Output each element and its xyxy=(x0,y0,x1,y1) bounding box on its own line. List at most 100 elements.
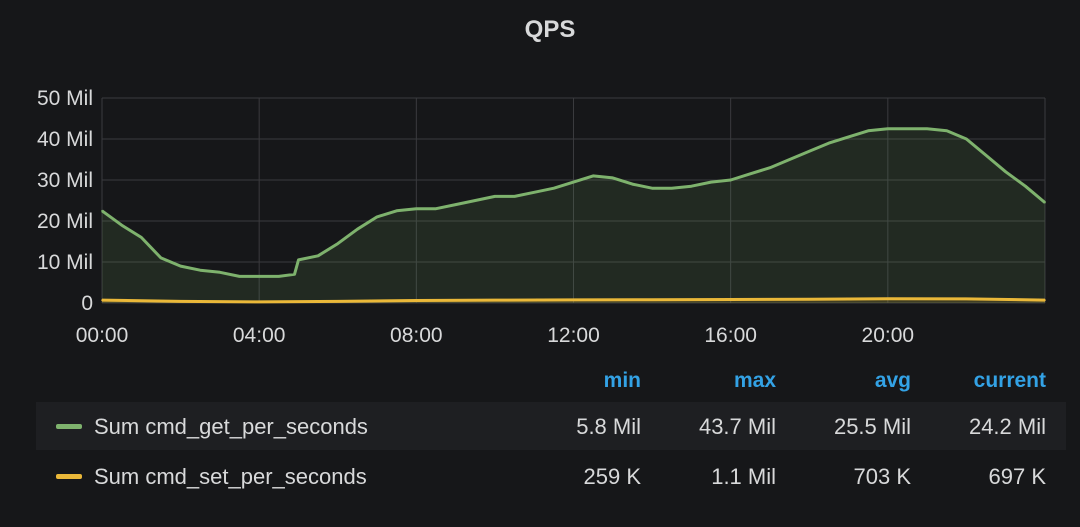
data-point-0 xyxy=(828,142,830,144)
stat-max-set: 1.1 Mil xyxy=(711,464,776,489)
data-point-0 xyxy=(1004,171,1007,173)
data-point-0 xyxy=(337,242,339,245)
data-point-0 xyxy=(376,216,378,218)
data-point-1 xyxy=(179,300,182,303)
legend-header-avg[interactable]: avg xyxy=(874,369,911,392)
data-point-0 xyxy=(906,128,909,130)
series-name-set[interactable]: Sum cmd_set_per_seconds xyxy=(94,464,367,489)
legend-header-min[interactable]: min xyxy=(603,369,641,392)
data-point-1 xyxy=(415,299,418,302)
data-point-0 xyxy=(435,207,437,210)
data-point-0 xyxy=(867,130,869,132)
y-tick-label: 0 xyxy=(81,292,93,315)
x-tick-label: 20:00 xyxy=(862,324,915,347)
data-point-0 xyxy=(474,199,477,202)
data-point-1 xyxy=(572,299,575,301)
data-point-0 xyxy=(710,181,712,183)
data-point-0 xyxy=(808,150,811,153)
stat-avg-set: 703 K xyxy=(853,464,912,489)
data-point-1 xyxy=(494,299,496,301)
legend-header-current[interactable]: current xyxy=(973,369,1046,392)
legend-header: min max avg current xyxy=(36,364,1066,400)
data-point-0 xyxy=(592,175,594,177)
data-point-0 xyxy=(513,195,516,198)
data-point-1 xyxy=(808,298,811,301)
stat-max-get: 43.7 Mil xyxy=(698,414,776,439)
series-area-0 xyxy=(102,128,1045,303)
data-point-1 xyxy=(258,301,261,303)
x-tick-label: 00:00 xyxy=(76,324,129,347)
data-point-1 xyxy=(337,300,339,303)
data-point-0 xyxy=(120,224,123,226)
data-point-0 xyxy=(219,271,221,274)
x-tick-label: 08:00 xyxy=(390,324,443,347)
data-point-0 xyxy=(985,154,987,157)
stat-current-get: 24.2 Mil xyxy=(968,414,1046,439)
data-point-0 xyxy=(258,275,261,278)
data-point-1 xyxy=(965,298,968,300)
data-point-0 xyxy=(140,236,143,239)
data-point-0 xyxy=(631,183,634,185)
data-point-0 xyxy=(729,179,732,181)
data-point-0 xyxy=(1044,201,1046,204)
data-point-0 xyxy=(651,187,653,189)
series-name-get[interactable]: Sum cmd_get_per_seconds xyxy=(94,414,368,439)
data-point-0 xyxy=(965,138,968,140)
series-swatch-get xyxy=(56,424,82,429)
data-point-0 xyxy=(690,185,693,187)
data-point-0 xyxy=(356,228,359,230)
stat-min-get: 5.8 Mil xyxy=(576,414,641,439)
y-tick-label: 50 Mil xyxy=(37,87,93,110)
data-point-0 xyxy=(572,181,575,183)
x-tick-label: 16:00 xyxy=(704,324,757,347)
data-point-0 xyxy=(788,158,791,161)
data-point-0 xyxy=(847,136,850,138)
stat-avg-get: 25.5 Mil xyxy=(833,414,911,439)
data-point-0 xyxy=(454,203,457,206)
data-point-0 xyxy=(670,187,673,189)
data-point-1 xyxy=(101,299,103,301)
data-point-0 xyxy=(926,128,928,130)
y-tick-label: 10 Mil xyxy=(37,251,93,274)
legend-row-get[interactable]: Sum cmd_get_per_seconds 5.8 Mil 43.7 Mil… xyxy=(36,402,1066,450)
data-point-0 xyxy=(317,255,319,257)
chart-title: QPS xyxy=(524,16,576,43)
data-point-0 xyxy=(533,191,535,194)
legend-header-max[interactable]: max xyxy=(733,369,776,392)
data-point-0 xyxy=(553,187,555,189)
legend-table: min max avg current Sum cmd_get_per_seco… xyxy=(36,364,1066,500)
data-point-0 xyxy=(494,195,496,198)
y-tick-label: 20 Mil xyxy=(37,210,93,233)
series-line-0 xyxy=(101,127,1046,278)
data-point-0 xyxy=(160,257,162,259)
legend-row-set[interactable]: Sum cmd_set_per_seconds 259 K 1.1 Mil 70… xyxy=(36,452,1066,500)
data-point-0 xyxy=(238,275,241,278)
data-point-1 xyxy=(651,298,653,301)
stat-current-set: 697 K xyxy=(988,464,1047,489)
data-point-1 xyxy=(729,298,732,301)
series-swatch-set xyxy=(56,474,82,479)
x-tick-label: 04:00 xyxy=(233,324,286,347)
data-point-1 xyxy=(887,297,889,300)
x-tick-label: 12:00 xyxy=(547,324,600,347)
y-tick-label: 30 Mil xyxy=(37,169,93,192)
data-point-0 xyxy=(293,273,296,276)
data-point-0 xyxy=(297,259,300,261)
data-point-0 xyxy=(179,265,182,267)
data-point-0 xyxy=(887,128,889,130)
data-point-0 xyxy=(278,275,280,278)
data-point-0 xyxy=(395,210,398,212)
data-point-0 xyxy=(1024,185,1027,187)
data-point-0 xyxy=(612,177,614,179)
stat-min-set: 259 K xyxy=(583,464,642,489)
data-point-0 xyxy=(749,173,752,175)
qps-chart: 0 10 Mil 20 Mil 30 Mil 40 Mil 50 Mil 00:00 04:0… xyxy=(37,87,1046,347)
data-point-0 xyxy=(946,130,948,132)
y-tick-label: 40 Mil xyxy=(37,128,93,151)
data-point-0 xyxy=(199,269,201,272)
data-point-0 xyxy=(415,207,418,210)
data-point-0 xyxy=(101,210,103,212)
data-point-1 xyxy=(1044,299,1046,301)
data-point-0 xyxy=(769,166,771,169)
